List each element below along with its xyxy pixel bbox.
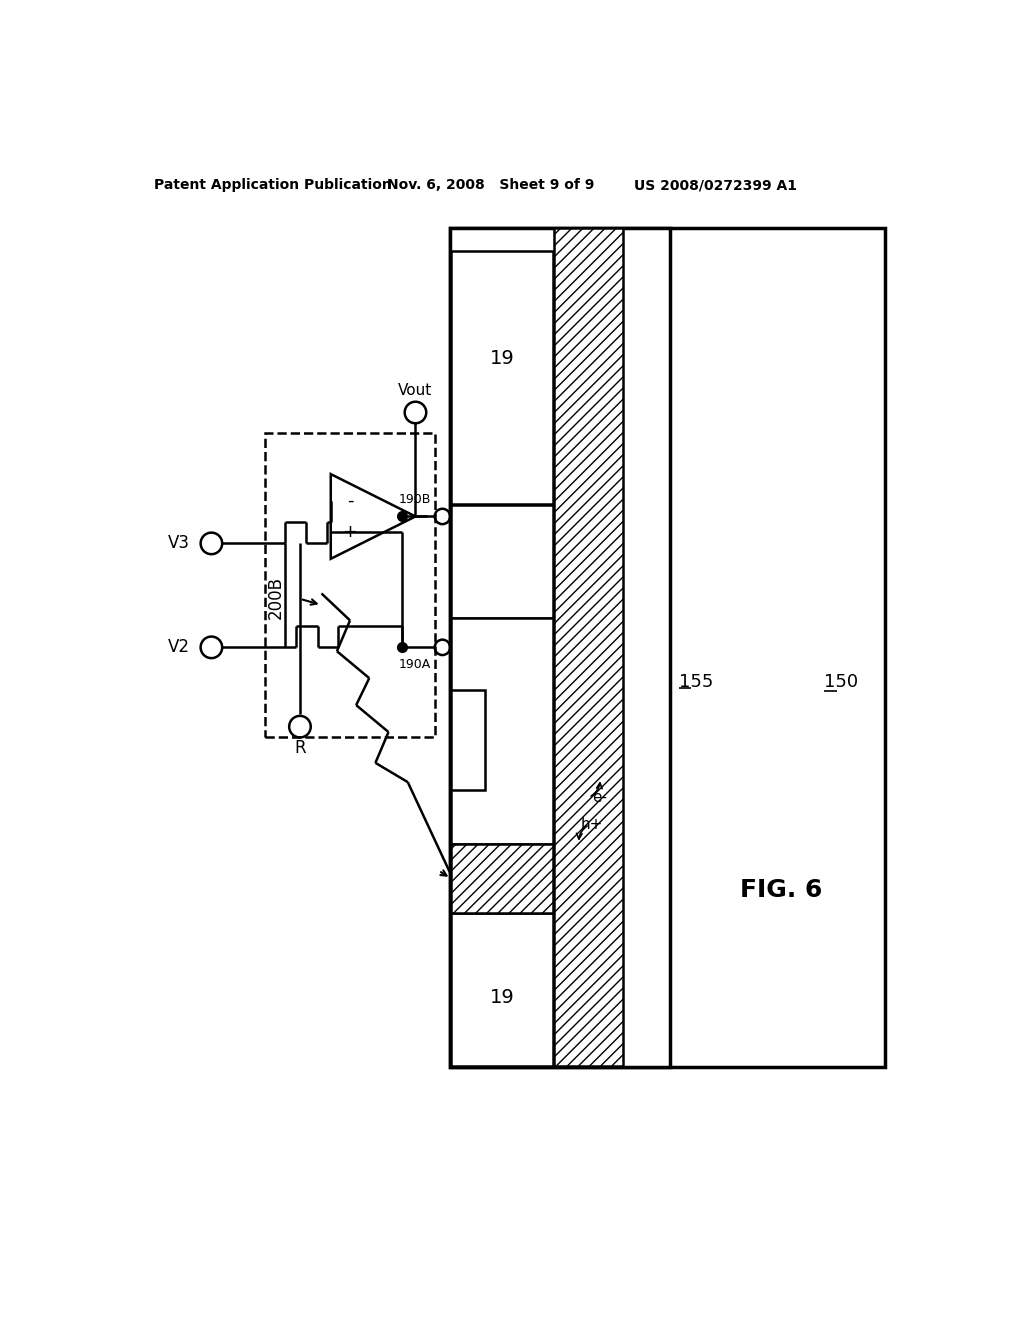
Text: V3: V3 — [168, 535, 189, 552]
Text: 19: 19 — [490, 989, 515, 1007]
Text: 200B: 200B — [266, 576, 285, 619]
Text: Vout: Vout — [398, 383, 432, 399]
Bar — [451, 227, 670, 1067]
Bar — [451, 506, 553, 618]
Text: +: + — [342, 523, 357, 541]
Text: 175: 175 — [521, 721, 550, 735]
Bar — [451, 227, 885, 1067]
Bar — [451, 251, 553, 504]
Text: US 2008/0272399 A1: US 2008/0272399 A1 — [634, 178, 798, 193]
Text: 190A: 190A — [398, 657, 431, 671]
Bar — [554, 228, 624, 1067]
Text: 171: 171 — [453, 663, 481, 678]
Text: h+: h+ — [581, 817, 603, 832]
Text: 19: 19 — [490, 348, 515, 368]
Text: -: - — [347, 492, 353, 510]
Text: 190B: 190B — [398, 492, 431, 506]
Text: FIG. 6: FIG. 6 — [740, 878, 822, 902]
Bar — [451, 843, 553, 913]
Text: 150: 150 — [823, 673, 858, 690]
Text: 180: 180 — [527, 862, 550, 894]
Bar — [451, 913, 553, 1067]
Text: 176: 176 — [485, 552, 519, 570]
Bar — [451, 689, 484, 789]
Bar — [265, 433, 435, 738]
Text: 170: 170 — [485, 719, 519, 737]
Text: 155: 155 — [679, 673, 713, 690]
Text: Nov. 6, 2008   Sheet 9 of 9: Nov. 6, 2008 Sheet 9 of 9 — [387, 178, 595, 193]
Bar — [451, 618, 553, 843]
Text: e-: e- — [593, 789, 607, 805]
Text: V2: V2 — [168, 639, 189, 656]
Text: R: R — [294, 739, 306, 758]
Text: Patent Application Publication: Patent Application Publication — [155, 178, 392, 193]
